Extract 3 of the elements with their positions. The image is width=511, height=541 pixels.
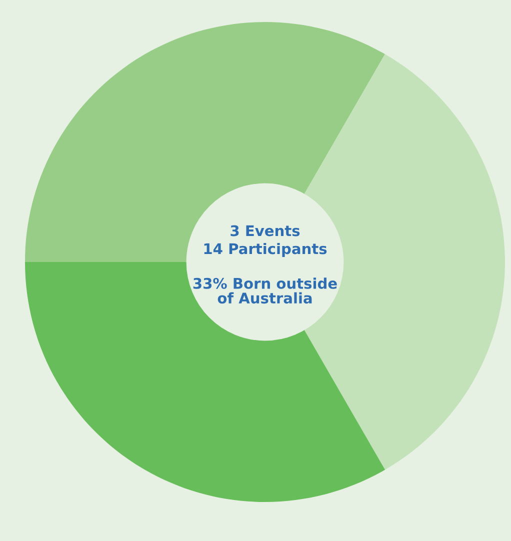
text: 33% Born outside of Australia <box>193 278 337 304</box>
text: 3 Events <box>230 225 300 236</box>
text: 14 Participants <box>204 242 327 258</box>
